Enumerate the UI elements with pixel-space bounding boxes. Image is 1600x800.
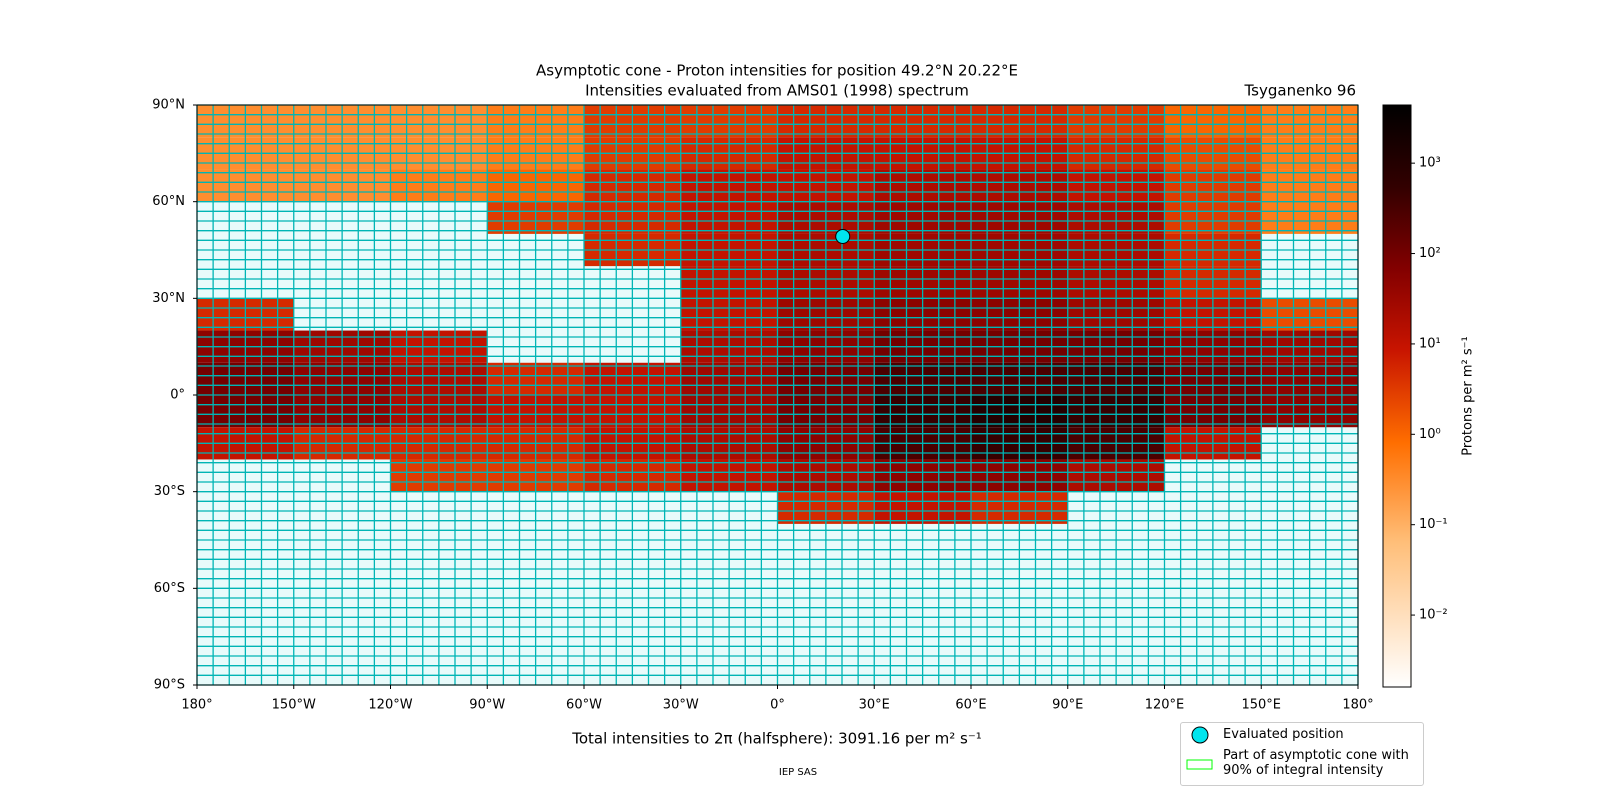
x-tick-label: 60°W xyxy=(566,698,602,713)
legend-label: Part of asymptotic cone with 90% of inte… xyxy=(1223,748,1409,778)
colorbar-label: Protons per m² s⁻¹ xyxy=(1461,336,1476,455)
y-tick-label: 30°N xyxy=(152,291,185,306)
footer: Total intensities to 2π (halfsphere): 30… xyxy=(571,730,982,748)
y-tick-label: 90°S xyxy=(154,678,185,693)
legend-marker xyxy=(1191,726,1209,744)
x-tick-label: 30°E xyxy=(859,698,890,713)
x-tick-label: 180° xyxy=(181,698,212,713)
credit: IEP SAS xyxy=(779,767,817,778)
model-label: Tsyganenko 96 xyxy=(1243,82,1356,100)
colorbar xyxy=(1382,104,1412,688)
colorbar-tick-label: 10⁰ xyxy=(1419,427,1441,442)
y-tick-label: 30°S xyxy=(154,484,185,499)
y-tick-label: 90°N xyxy=(152,98,185,113)
x-tick-label: 90°E xyxy=(1052,698,1083,713)
colorbar-tick-label: 10¹ xyxy=(1419,336,1441,351)
x-tick-label: 120°E xyxy=(1145,698,1185,713)
x-tick-label: 0° xyxy=(770,698,785,713)
legend: Evaluated position Part of asymptotic co… xyxy=(1180,722,1424,786)
x-tick-label: 30°W xyxy=(663,698,699,713)
cone-grid xyxy=(196,104,1359,686)
x-tick-label: 150°E xyxy=(1241,698,1281,713)
x-tick-label: 120°W xyxy=(368,698,412,713)
colorbar-tick-label: 10⁻¹ xyxy=(1419,517,1448,532)
y-tick-label: 60°N xyxy=(152,194,185,209)
legend-cone xyxy=(1186,759,1213,770)
position-marker xyxy=(835,228,851,244)
legend-label: Evaluated position xyxy=(1223,727,1344,742)
colorbar-tick-label: 10⁻² xyxy=(1419,608,1448,623)
legend-icons xyxy=(1186,726,1213,770)
x-tick-label: 180° xyxy=(1342,698,1373,713)
colorbar-tick-label: 10² xyxy=(1419,246,1441,261)
colorbar-tick-label: 10³ xyxy=(1419,156,1441,171)
x-tick-label: 150°W xyxy=(272,698,316,713)
y-tick-label: 0° xyxy=(170,388,185,403)
x-tick-label: 60°E xyxy=(955,698,986,713)
chart-subtitle: Intensities evaluated from AMS01 (1998) … xyxy=(585,82,969,100)
chart-title: Asymptotic cone - Proton intensities for… xyxy=(536,62,1018,80)
x-tick-label: 90°W xyxy=(469,698,505,713)
y-tick-label: 60°S xyxy=(154,581,185,596)
